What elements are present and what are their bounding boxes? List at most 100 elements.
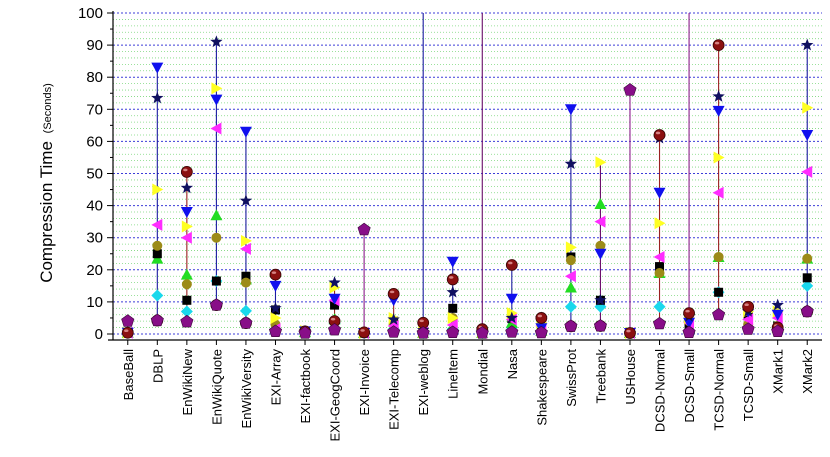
data-point xyxy=(387,313,400,325)
data-point-highlight xyxy=(449,276,454,279)
data-point-highlight xyxy=(537,314,543,318)
data-point xyxy=(714,287,724,297)
x-category-label: Shakespeare xyxy=(534,349,549,426)
data-point xyxy=(151,218,163,231)
data-point xyxy=(240,234,252,247)
data-point xyxy=(771,309,784,321)
data-point xyxy=(180,181,194,194)
data-point xyxy=(447,311,459,324)
data-point xyxy=(446,285,459,298)
data-point xyxy=(505,325,519,338)
y-tick-label: 70 xyxy=(86,101,103,118)
data-point xyxy=(387,325,401,338)
data-point xyxy=(771,298,784,311)
data-point xyxy=(595,240,606,251)
data-point xyxy=(357,222,371,236)
data-point-highlight xyxy=(685,309,690,313)
data-point xyxy=(505,259,518,271)
data-point xyxy=(239,242,251,255)
x-category-label: TCSD-Normal xyxy=(712,349,727,431)
data-point xyxy=(712,105,725,117)
data-point xyxy=(416,326,430,339)
data-point xyxy=(152,240,163,251)
y-axis-unit: (Seconds) xyxy=(42,83,54,133)
x-category-label: DCSD-Small xyxy=(682,349,697,423)
data-point xyxy=(653,250,665,263)
data-point xyxy=(328,322,342,336)
data-point xyxy=(564,157,578,170)
data-point xyxy=(594,293,607,306)
data-point xyxy=(565,241,577,254)
data-point xyxy=(268,324,283,337)
data-point xyxy=(800,304,814,318)
data-point xyxy=(446,273,459,286)
y-tick-label: 90 xyxy=(86,37,103,54)
data-point xyxy=(448,303,458,313)
data-point xyxy=(180,207,193,219)
data-point xyxy=(801,129,814,141)
data-point xyxy=(595,156,607,169)
data-point-highlight xyxy=(389,290,395,294)
data-point xyxy=(387,287,400,300)
data-point xyxy=(564,104,577,116)
data-point xyxy=(211,232,222,243)
data-markers xyxy=(121,35,814,340)
data-point xyxy=(210,35,223,48)
data-point xyxy=(269,280,282,292)
data-point xyxy=(240,277,251,288)
data-point-highlight xyxy=(714,41,720,45)
data-point-highlight xyxy=(330,317,336,321)
x-category-label: EXI-Telecomp xyxy=(387,349,402,430)
data-point xyxy=(564,281,577,293)
y-tick-label: 0 xyxy=(95,326,103,343)
data-point xyxy=(239,194,253,207)
data-point xyxy=(594,215,606,228)
x-category-label: DBLP xyxy=(150,349,165,383)
data-point xyxy=(121,326,134,339)
data-point xyxy=(241,271,251,281)
data-point xyxy=(655,262,665,272)
data-point xyxy=(446,325,460,338)
x-category-label: EXI-factbook xyxy=(298,349,313,424)
data-point xyxy=(653,300,666,313)
data-point xyxy=(239,304,252,317)
data-point xyxy=(564,319,578,332)
y-tick-label: 40 xyxy=(86,198,103,215)
y-axis-title-text: Compression Time xyxy=(37,141,56,283)
data-point xyxy=(211,276,221,286)
data-point xyxy=(180,305,193,318)
x-category-label: XMark1 xyxy=(771,349,786,394)
data-point xyxy=(239,126,252,138)
data-point xyxy=(653,129,666,141)
x-category-label: SwissProt xyxy=(564,349,579,407)
data-point xyxy=(446,256,459,268)
data-point xyxy=(358,326,371,339)
x-category-label: Nasa xyxy=(505,348,520,379)
data-point xyxy=(209,298,223,311)
grid-lines xyxy=(113,12,822,335)
data-point xyxy=(505,311,518,324)
data-point xyxy=(741,322,755,335)
data-point xyxy=(211,82,223,95)
y-tick-label: 50 xyxy=(86,166,103,183)
data-point-highlight xyxy=(655,131,661,135)
data-point xyxy=(181,220,193,233)
data-point xyxy=(654,268,665,279)
data-point xyxy=(210,209,223,221)
y-axis-title: Compression Time (Seconds) xyxy=(37,83,56,283)
data-point xyxy=(151,289,164,302)
data-point xyxy=(624,327,636,339)
data-point xyxy=(713,251,724,262)
y-tick-label: 80 xyxy=(86,69,103,86)
data-point xyxy=(475,326,489,339)
data-point xyxy=(182,295,192,305)
data-point xyxy=(593,319,607,332)
x-category-label: TCSD-Small xyxy=(741,349,756,421)
x-category-label: EXI-GeogCoord xyxy=(328,349,343,442)
data-point xyxy=(180,314,194,328)
data-point-highlight xyxy=(419,319,424,323)
data-point xyxy=(802,101,814,114)
tick-labels: 0 10 20 30 40 50 60 70 80 90 100 BaseBall DBLP EnWiki… xyxy=(78,5,815,442)
data-point-highlight xyxy=(508,261,513,265)
data-point xyxy=(683,307,695,320)
